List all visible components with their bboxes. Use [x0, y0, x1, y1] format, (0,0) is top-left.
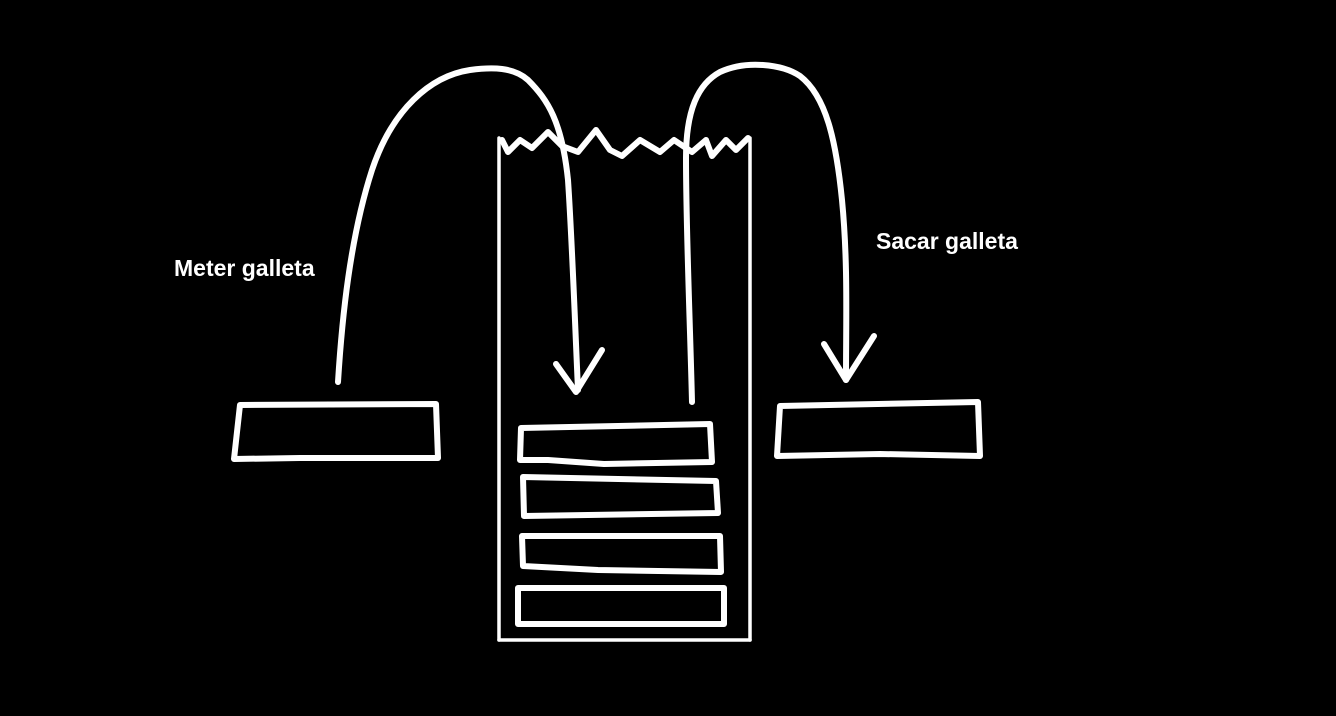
cookie-in-stack	[520, 474, 721, 519]
push-label: Meter galleta	[174, 255, 315, 281]
cookie-in-stack	[515, 585, 727, 627]
cookie-in-stack	[519, 533, 724, 575]
push-arrow-curve	[335, 65, 581, 393]
pop-arrow	[683, 61, 877, 405]
jar-torn-top	[499, 127, 751, 159]
stacked-cookies	[515, 421, 727, 627]
pop-arrow-curve	[683, 61, 850, 405]
pop-arrow-head	[821, 333, 877, 383]
cookie-to-push	[231, 401, 441, 462]
push-arrow-head	[553, 347, 605, 395]
pop-label: Sacar galleta	[876, 228, 1018, 254]
jar-container	[497, 127, 752, 642]
cookie-popped	[774, 399, 983, 459]
cookie-in-stack	[517, 421, 715, 467]
push-arrow	[335, 65, 605, 395]
